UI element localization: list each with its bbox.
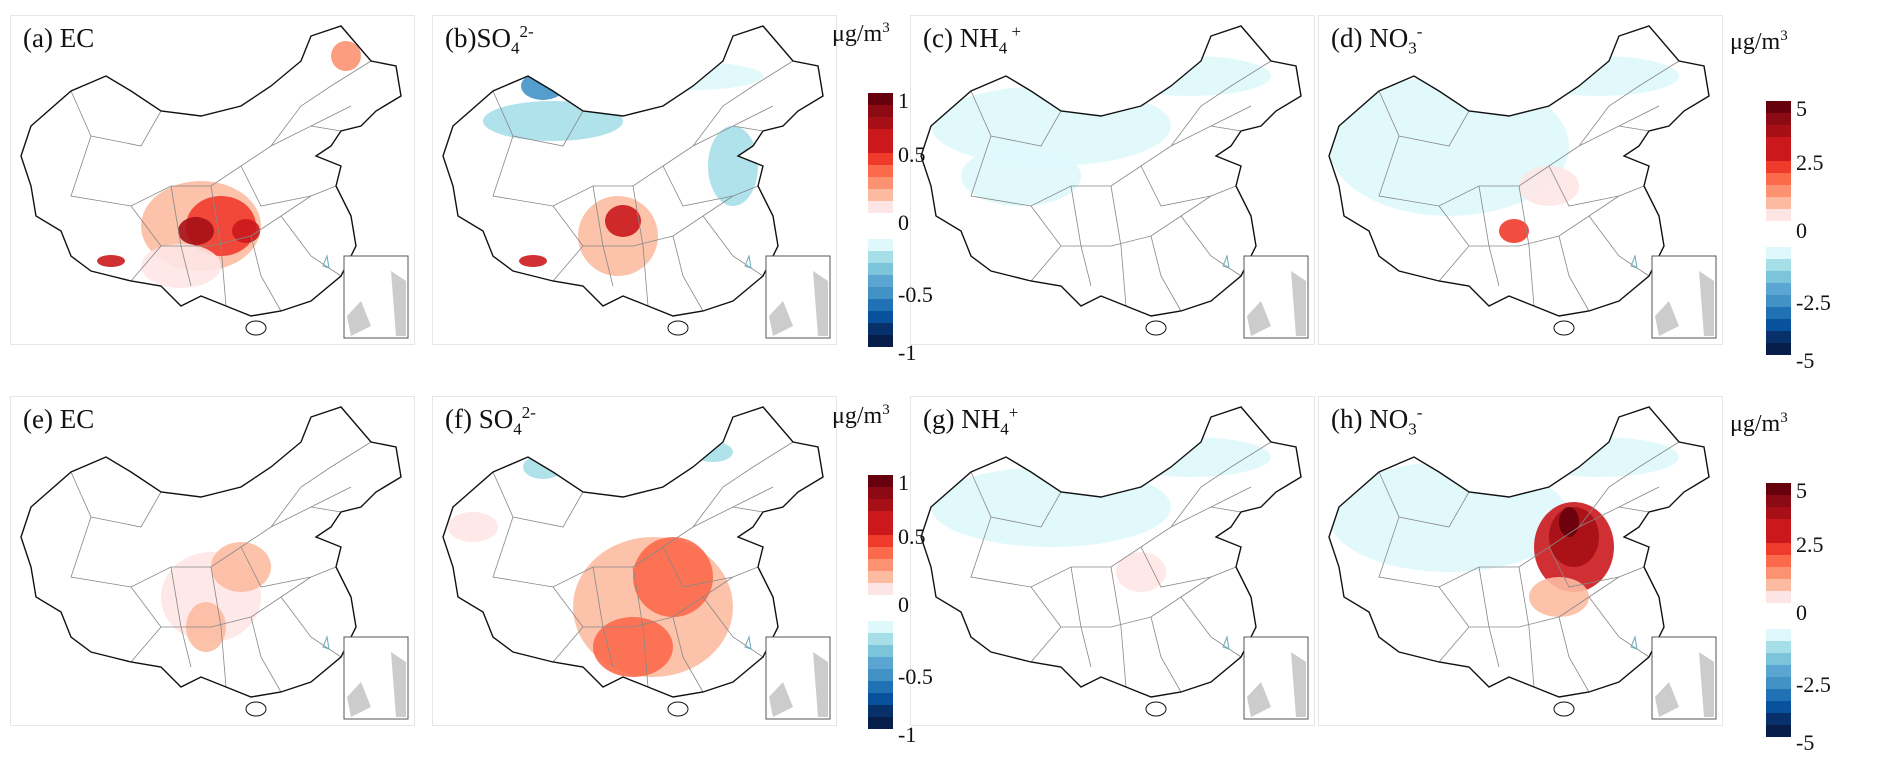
map-panel-d: (d) NO3- xyxy=(1318,15,1723,345)
china-map xyxy=(920,25,1309,339)
colorbar-unit: μg/m3 xyxy=(832,20,890,47)
hainan-island xyxy=(1145,701,1167,717)
colorbar-swatches xyxy=(868,475,893,729)
panel-label: (h) NO3- xyxy=(1331,403,1423,439)
colorbar: μg/m3 5 2.5 0 -2.5 -5 xyxy=(1730,28,1850,373)
concentration-region xyxy=(593,617,673,677)
panel-label: (d) NO3- xyxy=(1331,22,1423,58)
hainan-island xyxy=(245,320,267,336)
hainan-island xyxy=(667,701,689,717)
colorbar-tick: -0.5 xyxy=(898,664,933,689)
china-map xyxy=(442,25,831,339)
colorbar-tick: 0 xyxy=(1796,218,1807,243)
china-map xyxy=(442,406,831,720)
map-panel-f: (f) SO42- xyxy=(432,396,837,726)
colorbar-tick: -2.5 xyxy=(1796,290,1831,315)
hainan-island xyxy=(1553,701,1575,717)
concentration-region xyxy=(708,126,758,206)
panel-label: (g) NH4+ xyxy=(923,403,1019,439)
concentration-region xyxy=(141,244,221,288)
hainan-island xyxy=(1553,320,1575,336)
concentration-region xyxy=(483,101,623,141)
colorbar: μg/m3 5 2.5 0 -2.5 -5 xyxy=(1730,410,1850,755)
colorbar-unit: μg/m3 xyxy=(832,402,890,429)
china-map xyxy=(1328,406,1717,720)
taiwan-island xyxy=(1630,254,1638,269)
panel-label: (b)SO42- xyxy=(445,22,534,58)
colorbar-tick: 2.5 xyxy=(1796,532,1824,557)
hainan-island xyxy=(245,701,267,717)
panel-label: (c) NH4 + xyxy=(923,22,1022,58)
taiwan-island xyxy=(744,254,752,269)
colorbar-tick: -1 xyxy=(898,722,917,747)
colorbar-tick: -0.5 xyxy=(898,282,933,307)
colorbar-tick: -5 xyxy=(1796,730,1815,755)
china-map xyxy=(20,25,409,339)
taiwan-island xyxy=(1630,635,1638,650)
concentration-region xyxy=(331,41,361,71)
concentration-region xyxy=(232,219,260,243)
panel-label: (a) EC xyxy=(23,23,95,53)
concentration-region xyxy=(1116,552,1166,592)
colorbar-unit: μg/m3 xyxy=(1730,28,1788,55)
colorbar-tick: 0 xyxy=(898,592,909,617)
map-panel-c: (c) NH4 + xyxy=(910,15,1315,345)
concentration-region xyxy=(97,255,125,267)
map-panel-e: (e) EC xyxy=(10,396,415,726)
taiwan-island xyxy=(1222,635,1230,650)
concentration-region xyxy=(1559,507,1579,537)
colorbar-unit: μg/m3 xyxy=(1730,410,1788,437)
colorbar-tick: 2.5 xyxy=(1796,150,1824,175)
map-panel-g: (g) NH4+ xyxy=(910,396,1315,726)
china-map xyxy=(20,406,409,720)
map-panel-h: (h) NO3- xyxy=(1318,396,1723,726)
concentration-region xyxy=(961,146,1081,206)
colorbar-tick: -1 xyxy=(898,340,917,365)
concentration-region xyxy=(1529,577,1589,617)
hainan-island xyxy=(1145,320,1167,336)
concentration-region xyxy=(1519,166,1579,206)
concentration-region xyxy=(693,442,733,462)
concentration-region xyxy=(178,217,214,245)
concentration-region xyxy=(448,512,498,542)
concentration-region xyxy=(211,542,271,592)
colorbar-swatches xyxy=(1766,101,1791,355)
colorbar-tick: 0.5 xyxy=(898,142,926,167)
colorbar-tick: 5 xyxy=(1796,96,1807,121)
map-panel-b: (b)SO42- xyxy=(432,15,837,345)
colorbar-tick: 0.5 xyxy=(898,524,926,549)
concentration-region xyxy=(1499,219,1529,243)
concentration-region xyxy=(633,537,713,617)
colorbar-tick: 0 xyxy=(898,210,909,235)
china-map xyxy=(1328,25,1717,339)
panel-label: (f) SO42- xyxy=(445,403,536,439)
colorbar: μg/m3 1 0.5 0 -0.5 -1 xyxy=(832,20,952,365)
concentration-region xyxy=(519,255,547,267)
concentration-region xyxy=(931,467,1171,547)
hainan-island xyxy=(667,320,689,336)
map-panel-a: (a) EC xyxy=(10,15,415,345)
colorbar-swatches xyxy=(868,93,893,347)
china-map xyxy=(920,406,1309,720)
panel-label: (e) EC xyxy=(23,404,95,434)
taiwan-island xyxy=(322,635,330,650)
taiwan-island xyxy=(1222,254,1230,269)
taiwan-island xyxy=(744,635,752,650)
colorbar-tick: -2.5 xyxy=(1796,672,1831,697)
colorbar-swatches xyxy=(1766,483,1791,737)
taiwan-island xyxy=(322,254,330,269)
colorbar-tick: 0 xyxy=(1796,600,1807,625)
colorbar-tick: 5 xyxy=(1796,478,1807,503)
colorbar: μg/m3 1 0.5 0 -0.5 -1 xyxy=(832,402,952,747)
colorbar-tick: 1 xyxy=(898,88,909,113)
colorbar-tick: 1 xyxy=(898,470,909,495)
concentration-region xyxy=(605,205,641,237)
colorbar-tick: -5 xyxy=(1796,348,1815,373)
